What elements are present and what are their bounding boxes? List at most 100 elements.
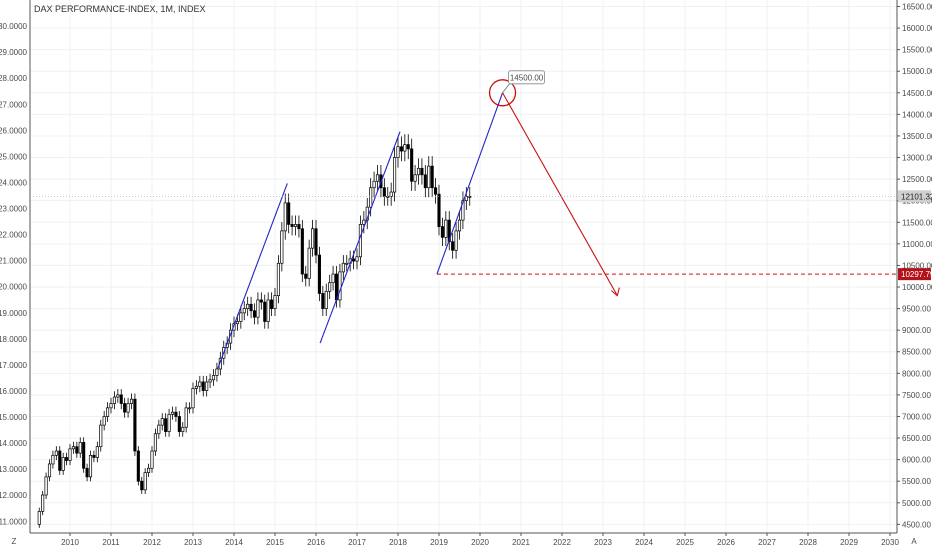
right-axis-tick-label: 14500.00 <box>902 89 932 98</box>
right-axis-tick-label: 10000.00 <box>902 283 932 292</box>
left-axis-tick-label: 18.0000 <box>0 335 28 344</box>
x-axis-tick-label: 2028 <box>799 538 817 547</box>
candle-body <box>170 411 175 415</box>
candle-body <box>174 411 178 417</box>
candle-body <box>116 394 120 398</box>
candle-body <box>324 290 328 309</box>
candle-body <box>461 200 465 221</box>
candle-body <box>403 144 407 152</box>
left-axis-tick-label: 24.0000 <box>0 178 28 187</box>
chart-title: DAX PERFORMANCE-INDEX, 1M, INDEX <box>34 4 206 14</box>
left-axis-tick-label: 27.0000 <box>0 100 28 109</box>
x-axis-tick-label: 2022 <box>553 538 571 547</box>
candle-body <box>201 381 205 391</box>
candle-body <box>444 219 448 238</box>
candle-body <box>126 403 130 413</box>
candle-body <box>345 262 349 265</box>
left-axis-tick-label: 14.0000 <box>0 439 28 448</box>
candle-body <box>106 407 110 417</box>
right-axis-tick-label: 5500.00 <box>902 477 931 486</box>
candle-body <box>95 446 99 458</box>
candle-body <box>358 224 362 258</box>
candle-body <box>276 262 280 296</box>
candle-body <box>153 433 157 452</box>
candle-body <box>160 418 164 426</box>
candle-body <box>440 226 444 238</box>
right-axis-tick-label: 11500.00 <box>902 218 932 227</box>
x-axis-tick-label: 2013 <box>184 538 202 547</box>
right-axis-tick-label: 7500.00 <box>902 391 931 400</box>
uptrend-line <box>217 183 288 370</box>
right-axis-tick-label: 15500.00 <box>902 46 932 55</box>
x-axis-tick-label: 2025 <box>676 538 694 547</box>
candle-body <box>314 228 318 256</box>
candle-body <box>352 258 356 262</box>
candle-body <box>249 303 253 312</box>
candle-body <box>393 157 397 193</box>
right-axis-tick-label: 15000.00 <box>902 67 932 76</box>
candle-body <box>37 511 41 525</box>
candle-body <box>454 230 458 251</box>
left-axis-tick-label: 20.0000 <box>0 283 28 292</box>
candle-body <box>188 407 192 410</box>
left-axis-tick-label: 17.0000 <box>0 361 28 370</box>
right-axis-tick-label: 8000.00 <box>902 369 931 378</box>
candle-body <box>71 446 75 450</box>
candle-body <box>102 416 106 426</box>
candle-body <box>430 165 434 189</box>
x-axis-tick-label: 2014 <box>225 538 243 547</box>
candle-body <box>406 144 410 150</box>
candle-body <box>410 148 414 182</box>
left-axis-tick-label: 15.0000 <box>0 413 28 422</box>
candle-body <box>75 446 79 454</box>
candle-body <box>338 271 342 301</box>
candle-body <box>78 442 82 454</box>
candle-body <box>416 167 421 176</box>
candle-body <box>263 301 267 322</box>
candle-body <box>44 476 48 496</box>
candle-body <box>246 303 250 309</box>
candle-body <box>47 463 52 478</box>
target-label-box <box>508 70 545 85</box>
candle-body <box>311 228 315 249</box>
candle-body <box>92 454 96 458</box>
left-axis-tick-label: 25.0000 <box>0 152 28 161</box>
candle-body <box>82 442 86 469</box>
right-axis-tick-label: 9000.00 <box>902 326 931 335</box>
uptrend-line <box>436 92 504 275</box>
candle-body <box>140 480 144 491</box>
left-axis-tick-label: 19.0000 <box>0 309 28 318</box>
candle-body <box>215 368 219 376</box>
right-axis-tick-label: 9500.00 <box>902 305 931 314</box>
candle-body <box>331 273 335 284</box>
candle-body <box>184 407 188 428</box>
candle-body <box>54 450 58 456</box>
candle-body <box>211 375 216 381</box>
x-axis-tick-label: 2023 <box>594 538 612 547</box>
candle-body <box>447 219 451 243</box>
candle-body <box>413 174 417 182</box>
right-axis-tick-label: 10500.00 <box>902 261 932 270</box>
x-axis-tick-label: 2029 <box>840 538 858 547</box>
candle-body <box>341 262 345 273</box>
x-axis-tick-label: 2030 <box>881 538 899 547</box>
x-axis-tick-label: 2018 <box>389 538 407 547</box>
x-axis-tick-label: 2026 <box>717 538 735 547</box>
candle-body <box>129 398 134 404</box>
candle-body <box>191 388 195 409</box>
left-axis-tick-label: 29.0000 <box>0 48 28 57</box>
candle-body <box>68 448 72 461</box>
support-price-label: 10297.79 <box>901 270 932 279</box>
left-axis-tick-label: 22.0000 <box>0 231 28 240</box>
right-axis-tick-label: 4500.00 <box>902 520 931 529</box>
candle-body <box>355 256 359 262</box>
candle-body <box>304 273 308 279</box>
last-price-tag <box>898 190 931 203</box>
candle-body <box>468 196 472 198</box>
candle-body <box>297 224 301 230</box>
candle-body <box>167 413 171 432</box>
candle-body <box>119 394 123 404</box>
candle-body <box>164 418 168 432</box>
candle-body <box>365 206 369 221</box>
candle-body <box>112 396 116 404</box>
